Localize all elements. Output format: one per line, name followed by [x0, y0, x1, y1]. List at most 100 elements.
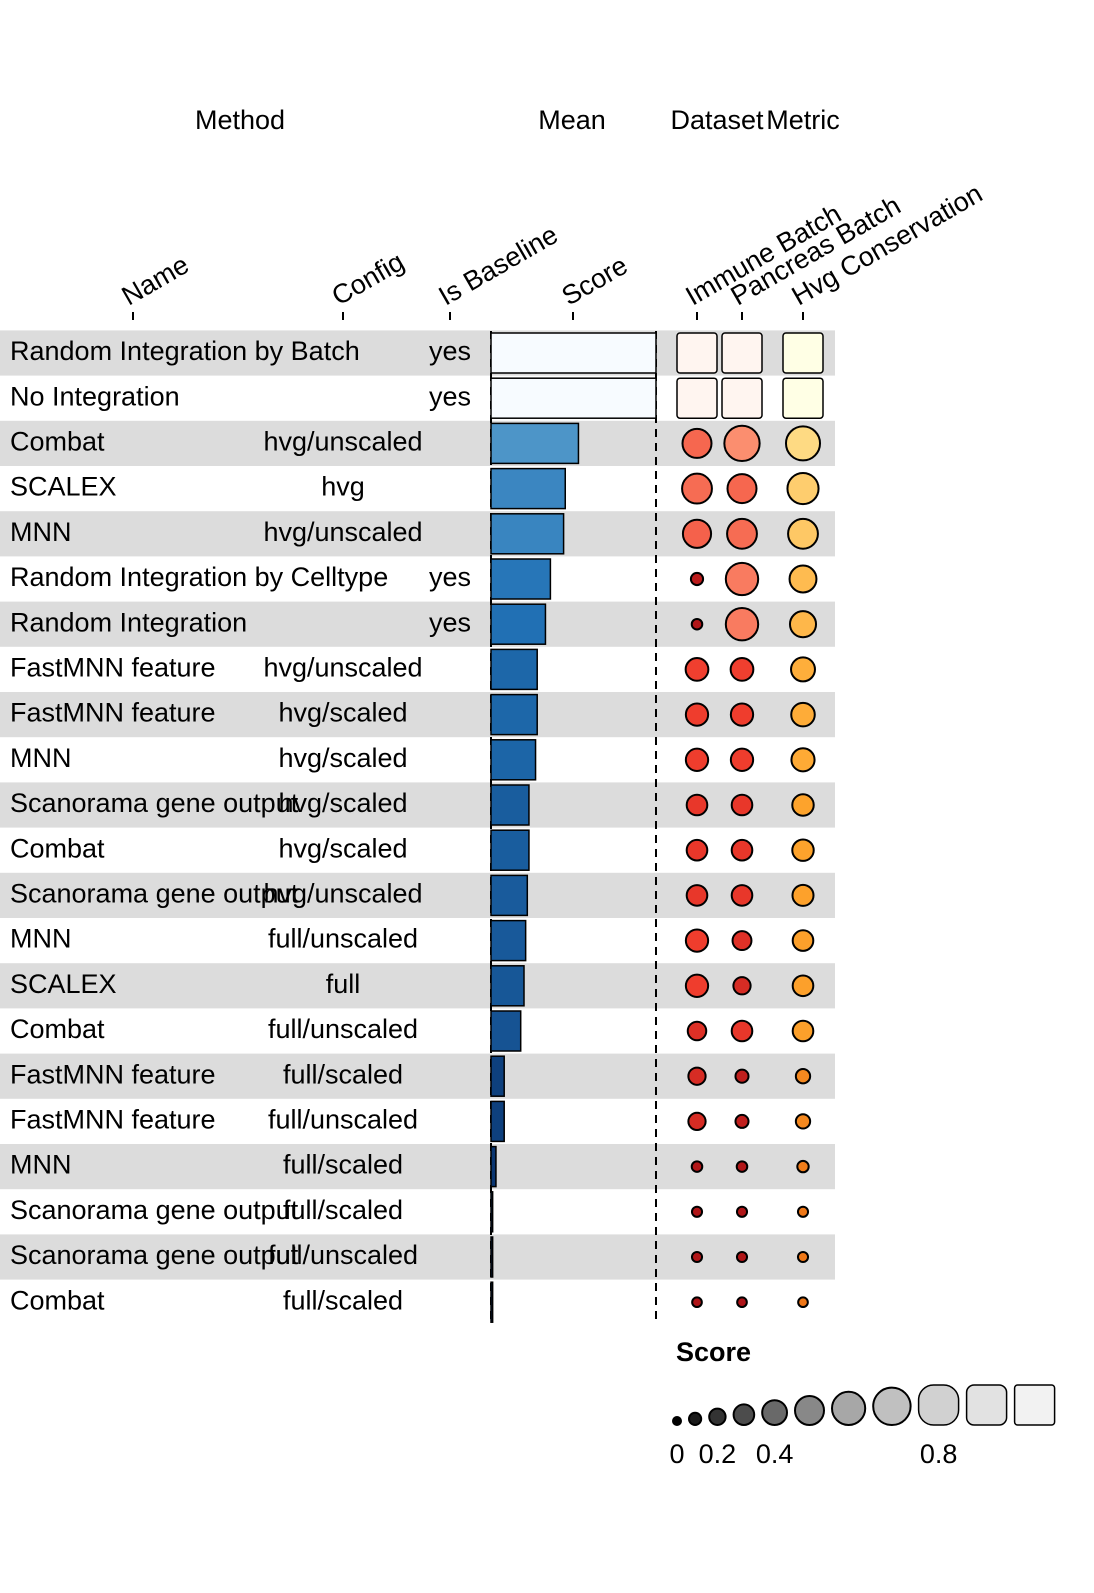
score-dot — [681, 472, 713, 505]
row-stripe — [0, 1144, 835, 1190]
score-dot — [687, 1111, 707, 1132]
cell-text: Combat — [10, 1285, 105, 1315]
cell-text: hvg/scaled — [278, 788, 407, 818]
score-dot — [729, 702, 755, 727]
score-bar — [490, 1191, 494, 1233]
cell-text: Combat — [10, 427, 105, 457]
cell-text: hvg — [321, 472, 365, 502]
score-bar — [490, 558, 552, 600]
cell-text: Random Integration by Celltype — [10, 562, 388, 592]
row-stripe — [0, 963, 835, 1009]
score-dot — [732, 976, 752, 996]
score-dot — [685, 838, 709, 862]
score-dot — [730, 1019, 754, 1043]
score-bar — [490, 739, 537, 781]
score-bar — [490, 377, 657, 419]
cell-text: yes — [429, 562, 471, 592]
column-header: Score — [557, 250, 633, 311]
legend-key — [831, 1390, 867, 1427]
score-dot — [724, 561, 760, 597]
cell-text: Scanorama gene output — [10, 879, 299, 909]
cell-text: MNN — [10, 924, 72, 954]
score-dot — [723, 424, 761, 463]
score-dot — [736, 1296, 748, 1309]
cell-text: FastMNN feature — [10, 698, 216, 728]
score-bar — [490, 1100, 505, 1143]
legend-key — [794, 1395, 825, 1426]
score-dot — [684, 702, 710, 727]
score-bar — [490, 332, 657, 374]
cell-text: Random Integration by Batch — [10, 336, 360, 366]
group-header: Metric — [766, 105, 840, 135]
score-dot — [729, 747, 755, 772]
cell-text: yes — [429, 607, 471, 637]
legend-title: Score — [676, 1337, 751, 1367]
cell-text: SCALEX — [10, 969, 117, 999]
legend-key — [732, 1403, 756, 1426]
cell-text: yes — [429, 381, 471, 411]
score-dot — [790, 747, 816, 773]
legend-label: 0.4 — [756, 1439, 794, 1469]
score-dot — [690, 1160, 704, 1173]
cell-text: Combat — [10, 833, 105, 863]
score-dot — [734, 1068, 750, 1084]
cell-text: MNN — [10, 1150, 72, 1180]
score-dot — [734, 1113, 750, 1129]
score-dot — [726, 517, 758, 550]
group-header: Method — [195, 105, 285, 135]
score-dot — [796, 1159, 810, 1174]
score-bar — [490, 784, 530, 826]
score-bar — [490, 1236, 494, 1278]
cell-text: full — [326, 969, 361, 999]
score-dot — [685, 884, 709, 907]
cell-text: MNN — [10, 517, 72, 547]
cell-text: full/scaled — [283, 1195, 403, 1225]
score-dot — [685, 793, 709, 817]
score-dot — [784, 425, 822, 462]
score-dot — [730, 838, 754, 862]
score-dot — [782, 332, 824, 374]
score-dot — [690, 1250, 704, 1264]
cell-text: No Integration — [10, 381, 180, 411]
cell-text: hvg/unscaled — [263, 517, 422, 547]
cell-text: hvg/scaled — [278, 743, 407, 773]
score-dot — [676, 332, 718, 374]
legend-key — [872, 1386, 912, 1427]
score-dot — [690, 617, 704, 631]
cell-text: SCALEX — [10, 472, 117, 502]
score-bar — [490, 422, 580, 465]
score-dot — [797, 1296, 809, 1309]
score-bar — [490, 1010, 522, 1052]
score-dot — [788, 610, 818, 639]
column-header: Name — [117, 249, 194, 311]
score-dot — [684, 657, 710, 682]
score-dot — [782, 377, 824, 419]
score-dot — [676, 377, 718, 419]
legend-label: 0.8 — [920, 1439, 958, 1469]
score-dot — [686, 1020, 708, 1042]
score-dot — [730, 884, 754, 907]
legend-label: 0 — [669, 1439, 684, 1469]
legend-key — [761, 1399, 788, 1426]
score-dot — [684, 747, 710, 772]
legend-key — [917, 1384, 960, 1426]
cell-text: hvg/unscaled — [263, 653, 422, 683]
score-dot — [691, 1296, 703, 1309]
score-bar — [490, 1281, 494, 1323]
cell-text: full/scaled — [283, 1059, 403, 1089]
cell-text: Random Integration — [10, 607, 247, 637]
score-bar — [490, 965, 525, 1007]
score-bar — [490, 919, 527, 962]
legend-key — [708, 1407, 727, 1427]
cell-text: hvg/unscaled — [263, 427, 422, 457]
score-dot — [794, 1113, 812, 1130]
cell-text: full/scaled — [283, 1285, 403, 1315]
column-header: Config — [327, 246, 410, 311]
cell-text: Combat — [10, 1014, 105, 1044]
score-bar — [490, 513, 565, 555]
score-dot — [735, 1250, 749, 1264]
score-dot — [681, 427, 713, 459]
score-bar — [490, 693, 538, 736]
